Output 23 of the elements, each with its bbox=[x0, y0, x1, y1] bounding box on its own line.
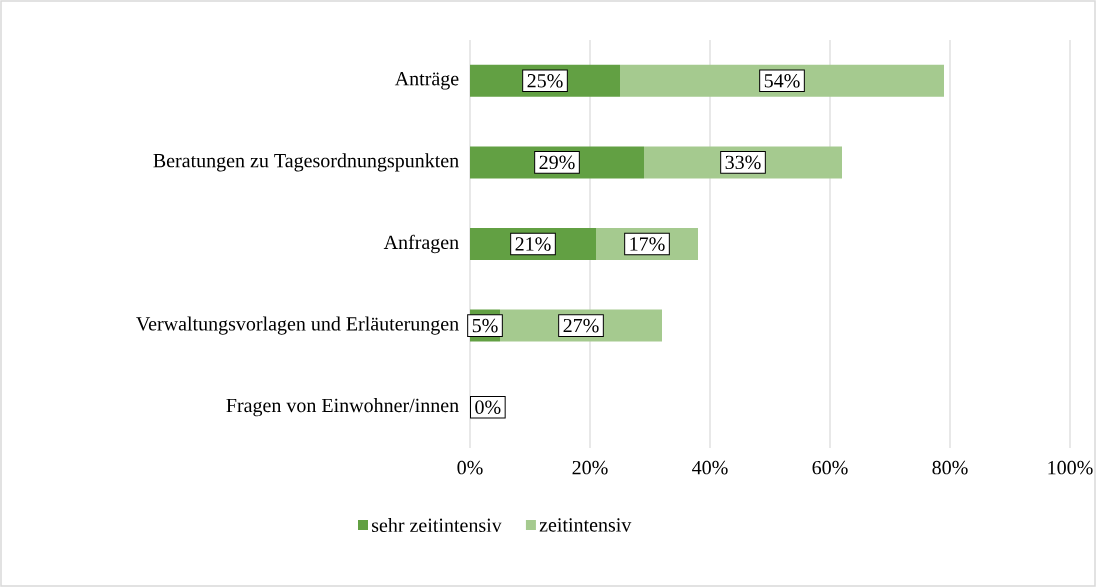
x-tick-label: 0% bbox=[457, 460, 483, 475]
data-label: 25% bbox=[527, 74, 563, 88]
x-tick-label: 80% bbox=[932, 460, 968, 475]
x-tick-label: 20% bbox=[572, 460, 608, 475]
x-tick-label: 60% bbox=[812, 460, 848, 475]
data-label: 17% bbox=[630, 237, 665, 251]
legend-label: sehr zeitintensiv bbox=[372, 517, 502, 533]
data-label: 27% bbox=[563, 318, 599, 333]
bar bbox=[620, 64, 944, 97]
x-tick-label: 100% bbox=[1048, 460, 1093, 475]
x-tick-label: 40% bbox=[692, 460, 728, 475]
data-label: 21% bbox=[515, 237, 551, 251]
data-label: 29% bbox=[539, 155, 575, 170]
data-label: 5% bbox=[472, 318, 498, 333]
data-label: 0% bbox=[475, 400, 501, 414]
data-label: 54% bbox=[764, 74, 800, 88]
y-tick-label: Verwaltungsvorlagen und Erläuterungen bbox=[136, 316, 459, 335]
y-tick-label: Fragen von Einwohner/innen bbox=[226, 398, 459, 417]
y-tick-label: Anträge bbox=[394, 72, 459, 90]
data-label: 33% bbox=[725, 155, 761, 170]
legend-label: zeitintensiv bbox=[539, 518, 632, 532]
y-tick-label: Beratungen zu Tagesordnungspunkten bbox=[153, 153, 459, 172]
y-tick-label: Anfragen bbox=[383, 234, 459, 254]
